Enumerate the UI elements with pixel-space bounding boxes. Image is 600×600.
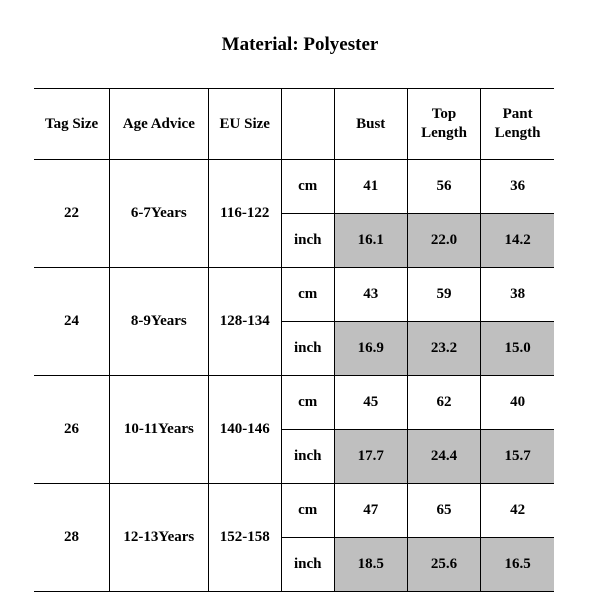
table-row: 226-7Years116-122cm415636 [34,160,554,214]
table-row: 2812-13Years152-158cm476542 [34,484,554,538]
cell-unit-cm: cm [281,268,334,322]
cell-unit-inch: inch [281,322,334,376]
cell-tag-size: 22 [34,160,110,268]
cell-unit-cm: cm [281,160,334,214]
cell-top_length-cm: 56 [407,160,480,214]
cell-tag-size: 24 [34,268,110,376]
page: Material: Polyester Tag Size Age Advice … [0,0,600,600]
cell-pant_length-inch: 14.2 [481,214,554,268]
cell-pant_length-inch: 16.5 [481,538,554,592]
cell-top_length-cm: 59 [407,268,480,322]
cell-eu-size: 128-134 [208,268,281,376]
col-pant-length: PantLength [481,89,554,160]
cell-age-advice: 6-7Years [110,160,209,268]
cell-unit-inch: inch [281,430,334,484]
cell-tag-size: 26 [34,376,110,484]
cell-unit-inch: inch [281,538,334,592]
col-unit-blank [281,89,334,160]
cell-bust-inch: 18.5 [334,538,407,592]
cell-unit-cm: cm [281,376,334,430]
col-bust: Bust [334,89,407,160]
col-top-length: TopLength [407,89,480,160]
cell-top_length-cm: 62 [407,376,480,430]
cell-top_length-cm: 65 [407,484,480,538]
page-title: Material: Polyester [0,34,600,56]
cell-pant_length-cm: 42 [481,484,554,538]
cell-bust-cm: 43 [334,268,407,322]
cell-eu-size: 152-158 [208,484,281,592]
table-body: 226-7Years116-122cm415636inch16.122.014.… [34,160,554,592]
cell-unit-cm: cm [281,484,334,538]
cell-bust-inch: 16.1 [334,214,407,268]
cell-age-advice: 8-9Years [110,268,209,376]
cell-bust-cm: 45 [334,376,407,430]
cell-bust-inch: 16.9 [334,322,407,376]
cell-unit-inch: inch [281,214,334,268]
cell-bust-cm: 41 [334,160,407,214]
cell-pant_length-inch: 15.7 [481,430,554,484]
cell-pant_length-inch: 15.0 [481,322,554,376]
cell-age-advice: 10-11Years [110,376,209,484]
size-table: Tag Size Age Advice EU Size Bust TopLeng… [34,88,554,592]
cell-eu-size: 140-146 [208,376,281,484]
cell-top_length-inch: 24.4 [407,430,480,484]
table-row: 248-9Years128-134cm435938 [34,268,554,322]
cell-bust-cm: 47 [334,484,407,538]
col-age-advice: Age Advice [110,89,209,160]
cell-pant_length-cm: 40 [481,376,554,430]
cell-tag-size: 28 [34,484,110,592]
cell-eu-size: 116-122 [208,160,281,268]
col-eu-size: EU Size [208,89,281,160]
cell-top_length-inch: 25.6 [407,538,480,592]
cell-age-advice: 12-13Years [110,484,209,592]
col-tag-size: Tag Size [34,89,110,160]
cell-bust-inch: 17.7 [334,430,407,484]
cell-pant_length-cm: 36 [481,160,554,214]
cell-top_length-inch: 22.0 [407,214,480,268]
cell-pant_length-cm: 38 [481,268,554,322]
table-row: 2610-11Years140-146cm456240 [34,376,554,430]
table-header-row: Tag Size Age Advice EU Size Bust TopLeng… [34,89,554,160]
cell-top_length-inch: 23.2 [407,322,480,376]
